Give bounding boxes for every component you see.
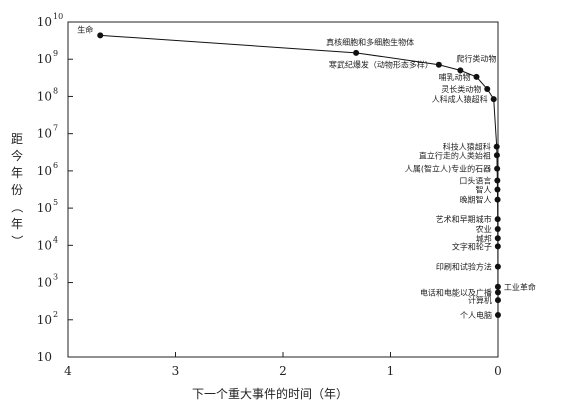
y-tick-label: 10 (37, 201, 52, 215)
point-label: 农业 (476, 224, 492, 234)
y-axis-title-char: （ (10, 201, 24, 213)
data-point (494, 243, 501, 250)
y-tick-label: 10 (37, 164, 52, 178)
point-label: 寒武纪爆发（动物形态多样） (329, 60, 433, 70)
point-label: 直立行走的人类始祖 (419, 150, 491, 160)
y-axis-title-char: 距 (11, 132, 23, 146)
point-label: 口头语言 (459, 176, 491, 186)
data-point (494, 283, 501, 290)
point-label: 真核细胞和多细胞生物体 (326, 37, 414, 47)
y-tick-label: 10 (37, 276, 52, 290)
x-tick-label: 0 (494, 364, 502, 378)
data-point (473, 73, 480, 80)
y-tick-exponent: 6 (53, 161, 58, 170)
y-tick-label: 10 (37, 127, 52, 141)
data-point (353, 49, 360, 56)
y-tick-exponent: 10 (53, 12, 63, 21)
x-axis: 4 3 2 1 0 (64, 352, 502, 378)
y-axis-title-char: 年 (11, 166, 23, 180)
data-point (435, 61, 442, 68)
point-label: 晚期智人 (460, 195, 492, 205)
data-point (494, 226, 501, 233)
y-tick-exponent: 8 (53, 86, 58, 95)
point-label: 艺术和早期城市 (436, 214, 492, 224)
data-point (494, 177, 501, 184)
y-tick-label: 10 (37, 238, 52, 252)
data-point (494, 311, 501, 318)
x-tick-label: 2 (279, 364, 287, 378)
point-label: 科技人猿超科 (443, 142, 491, 152)
y-tick-exponent: 7 (53, 124, 58, 133)
point-label: 灵长类动物 (441, 84, 481, 94)
data-point (494, 165, 501, 172)
data-point (490, 96, 497, 103)
y-tick-label: 10 (37, 350, 52, 364)
data-point (494, 186, 501, 193)
point-label: 生命 (77, 24, 93, 34)
point-label: 工业革命 (504, 282, 536, 292)
point-label: 电话和电能以及广播 (420, 287, 492, 297)
point-label: 智人 (475, 185, 491, 195)
data-point (484, 86, 491, 92)
y-tick-label: 10 (37, 52, 52, 66)
point-label: 爬行类动物 (456, 53, 496, 63)
y-tick-label: 10 (37, 15, 52, 29)
y-axis-title-char: 今 (11, 148, 23, 163)
x-tick-label: 3 (172, 364, 180, 378)
x-tick-label: 1 (387, 364, 395, 378)
point-label: 计算机 (468, 295, 492, 305)
plot-frame (67, 21, 499, 358)
point-label: 人科成人猿超科 (432, 94, 488, 104)
y-tick-exponent: 3 (53, 273, 58, 282)
point-label: 哺乳动物 (439, 72, 471, 82)
point-label: 个人电脑 (460, 310, 492, 320)
y-tick-exponent: 5 (53, 198, 58, 207)
point-label: 印刷和试验方法 (436, 262, 492, 272)
data-point (494, 263, 501, 270)
x-tick-label: 4 (64, 364, 72, 378)
y-tick-exponent: 4 (53, 235, 58, 244)
data-point (494, 235, 501, 242)
y-axis-title-char: ） (10, 235, 24, 247)
data-point (494, 289, 501, 296)
y-axis-title-char: 年 (11, 217, 23, 231)
point-label: 城邦 (476, 233, 492, 243)
y-tick-exponent: 9 (53, 49, 58, 58)
data-point (494, 196, 501, 203)
y-tick-label: 10 (37, 313, 52, 327)
data-point (457, 67, 464, 74)
data-point (494, 297, 501, 304)
data-point (493, 143, 500, 150)
y-tick-label: 10 (37, 89, 52, 103)
data-point (493, 152, 500, 159)
data-point (494, 216, 501, 223)
y-tick-exponent: 2 (53, 310, 58, 319)
series-line (100, 34, 499, 315)
series-points (97, 32, 501, 318)
point-label: 人属(智立人)专业的石器 (405, 164, 491, 174)
point-label: 文字和轮子 (452, 241, 492, 251)
x-axis-title: 下一个重大事件的时间（年） (192, 386, 348, 401)
data-point (97, 32, 104, 39)
y-axis-title-char: 份 (11, 183, 23, 197)
